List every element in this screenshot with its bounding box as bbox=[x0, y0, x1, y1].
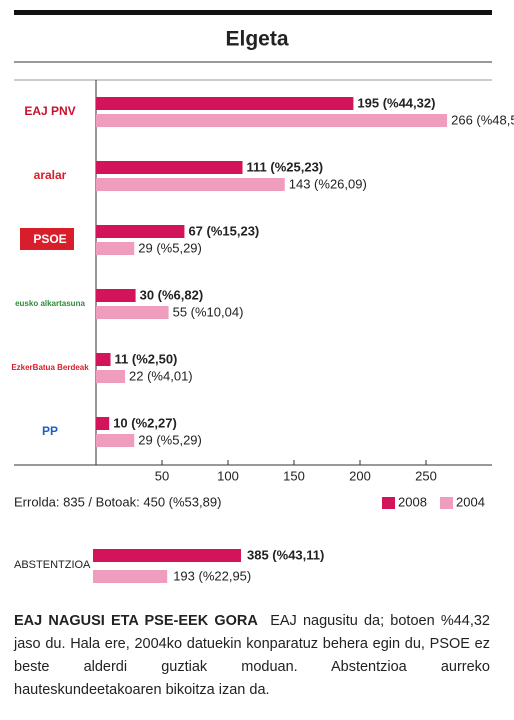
category-label: EAJ PNV bbox=[24, 104, 75, 118]
bar bbox=[96, 289, 136, 302]
bar bbox=[96, 242, 135, 255]
chart-title: Elgeta bbox=[225, 28, 288, 51]
x-tick-label: 50 bbox=[155, 468, 169, 483]
legend-swatch bbox=[382, 497, 395, 509]
value-label: 67 (%15,23) bbox=[188, 223, 259, 238]
x-tick-label: 100 bbox=[217, 468, 239, 483]
category-label: PSOE bbox=[33, 232, 66, 246]
value-label: 266 (%48,54) bbox=[451, 112, 514, 127]
value-label: 10 (%2,27) bbox=[113, 415, 177, 430]
value-label: 11 (%2,50) bbox=[115, 351, 178, 366]
bar bbox=[96, 97, 354, 110]
bar bbox=[96, 353, 111, 366]
x-tick-label: 250 bbox=[415, 468, 437, 483]
category-label: aralar bbox=[34, 168, 67, 182]
bar bbox=[96, 306, 169, 319]
category-label: eusko alkartasuna bbox=[15, 299, 85, 308]
value-label: 29 (%5,29) bbox=[138, 432, 202, 447]
abstention-value-label: 385 (%43,11) bbox=[247, 547, 324, 562]
value-label: 22 (%4,01) bbox=[129, 368, 193, 383]
category-label: PP bbox=[42, 424, 58, 438]
bar bbox=[96, 178, 285, 191]
value-label: 143 (%26,09) bbox=[289, 176, 367, 191]
value-label: 55 (%10,04) bbox=[173, 304, 244, 319]
census: Errolda: 835 / Botoak: 450 (%53,89) bbox=[14, 494, 221, 509]
x-tick-label: 150 bbox=[283, 468, 305, 483]
bar bbox=[96, 434, 135, 447]
article: EAJ NAGUSI ETA PSE-EEK GORA EAJ nagusitu… bbox=[14, 610, 490, 702]
headline: EAJ NAGUSI ETA PSE-EEK GORA bbox=[14, 613, 258, 629]
legend-swatch bbox=[440, 497, 453, 509]
legend-label: 2004 bbox=[456, 494, 485, 509]
x-tick-label: 200 bbox=[349, 468, 371, 483]
value-label: 195 (%44,32) bbox=[357, 95, 435, 110]
top-rule bbox=[14, 10, 492, 15]
abstention-label: ABSTENTZIOA bbox=[14, 559, 91, 571]
body: EAJ nagusitu da; botoen %44,32 jaso du. … bbox=[14, 613, 490, 698]
bar bbox=[96, 370, 126, 383]
value-label: 30 (%6,82) bbox=[140, 287, 204, 302]
logo-box bbox=[20, 228, 74, 250]
value-label: 29 (%5,29) bbox=[138, 240, 202, 255]
abstention-bar bbox=[93, 570, 168, 583]
value-label: 111 (%25,23) bbox=[247, 159, 324, 174]
chart: Elgeta Errolda: 835 / Botoak: 450 (%53,8… bbox=[11, 10, 514, 583]
abstention-bar bbox=[93, 549, 241, 562]
bar bbox=[96, 225, 185, 238]
abstention-value-label: 193 (%22,95) bbox=[173, 568, 251, 583]
category-label: EzkerBatua Berdeak bbox=[11, 363, 89, 372]
bar bbox=[96, 417, 110, 430]
legend-label: 2008 bbox=[398, 494, 427, 509]
bar bbox=[96, 161, 243, 174]
bar bbox=[96, 114, 448, 127]
